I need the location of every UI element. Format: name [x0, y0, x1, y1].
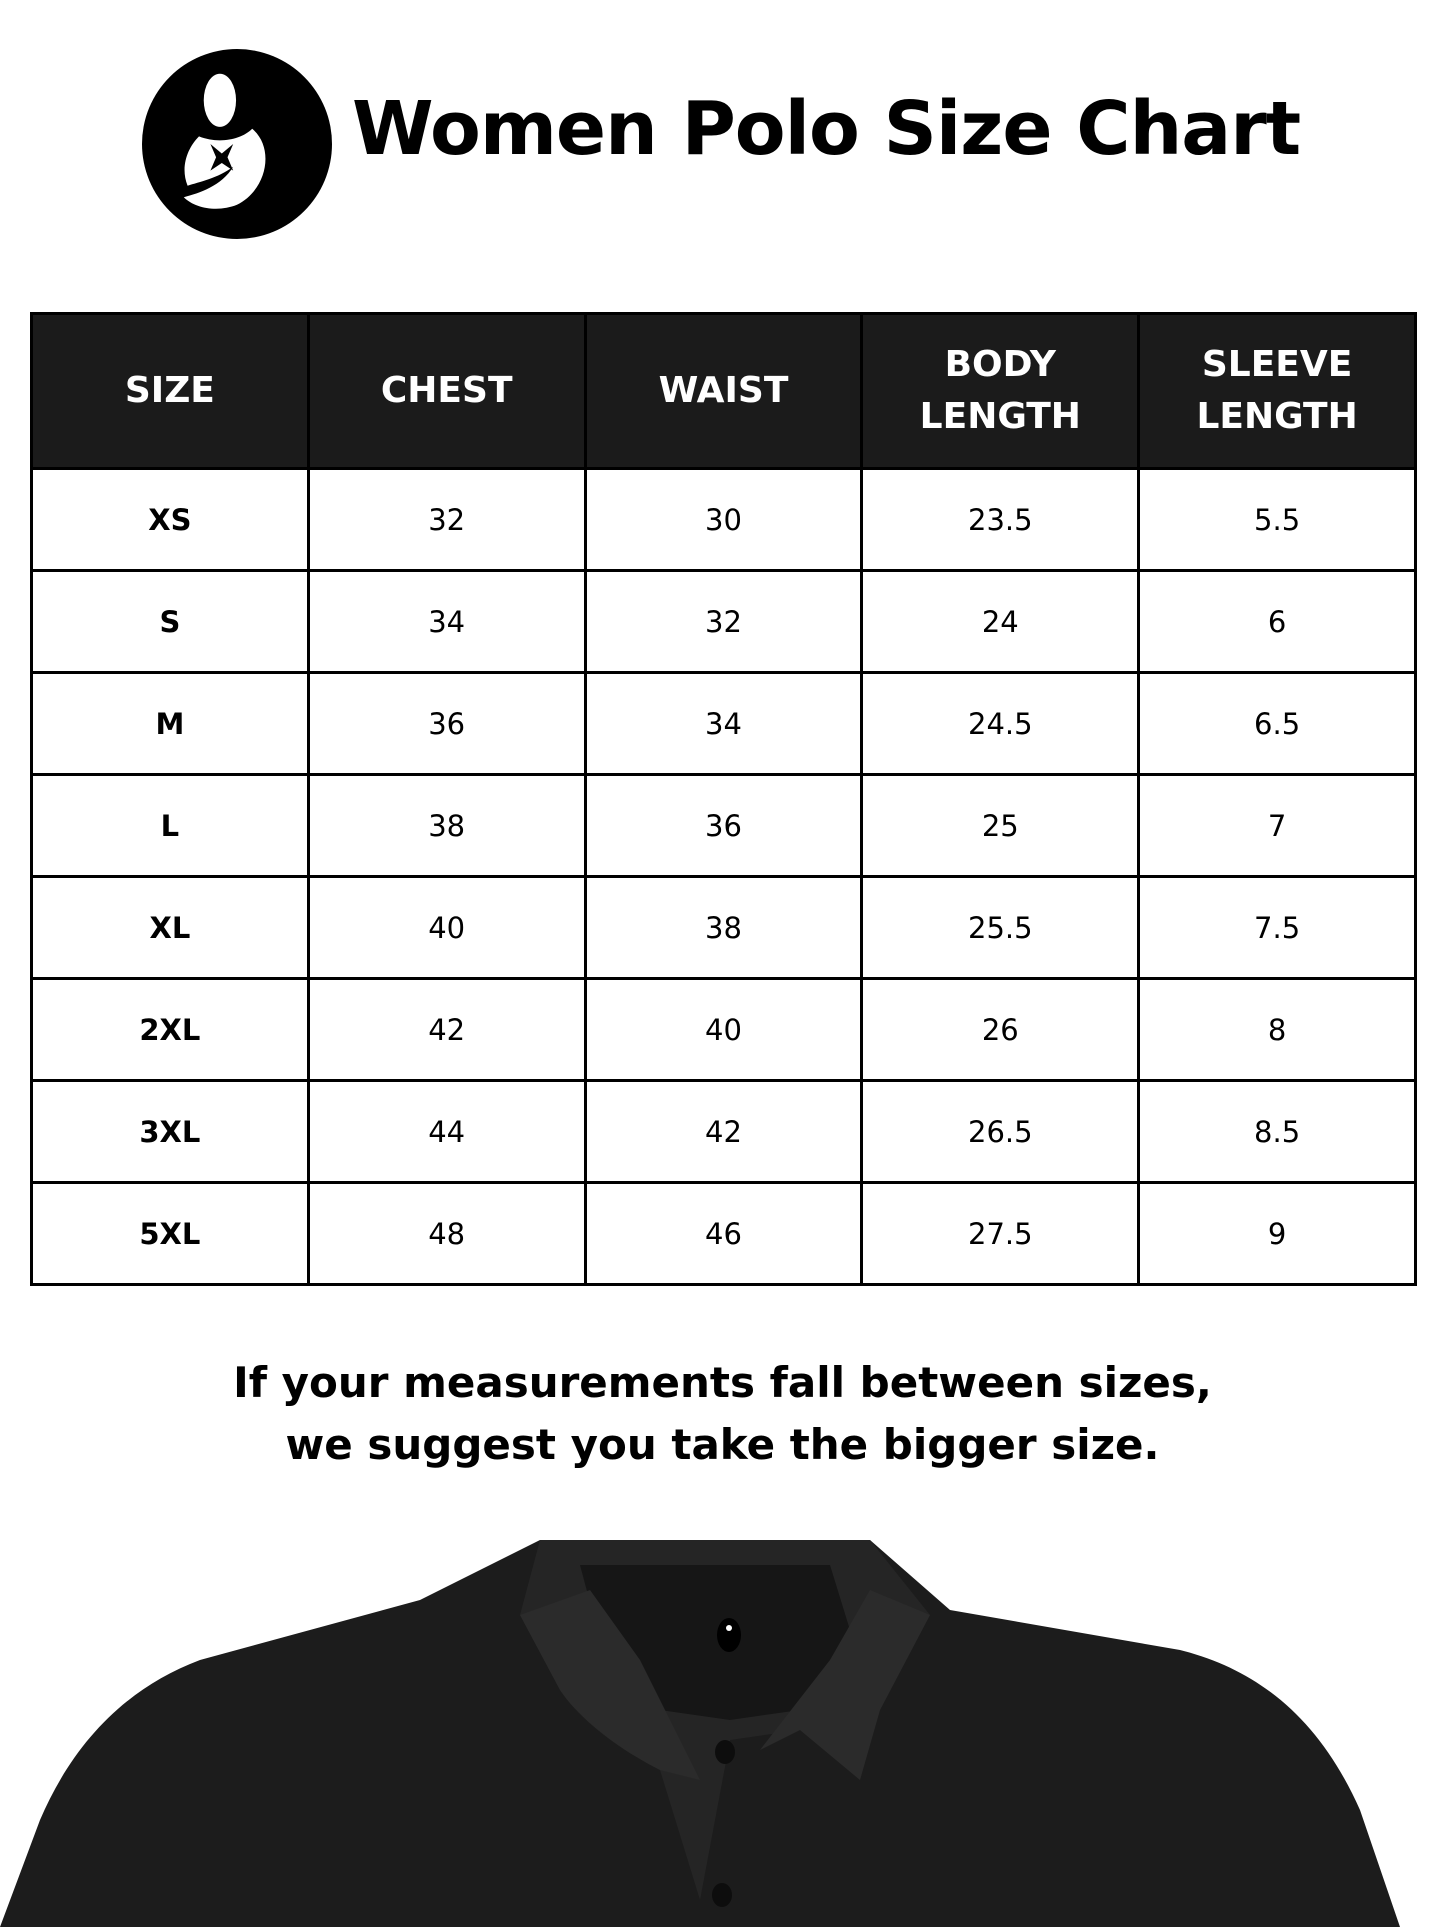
size-label-cell: 3XL [30, 1079, 310, 1184]
measurement-cell: 8 [1137, 977, 1417, 1082]
column-header-chest: CHEST [306, 312, 587, 470]
measurement-cell: 36 [306, 671, 587, 776]
measurement-cell: 24.5 [860, 671, 1141, 776]
size-label-cell: M [30, 671, 310, 776]
column-header-sleeve-length: SLEEVE LENGTH [1137, 312, 1417, 470]
measurement-cell: 42 [306, 977, 587, 1082]
measurement-cell: 25 [860, 773, 1141, 878]
polo-shirt-image [0, 1540, 1400, 1927]
column-header-size: SIZE [30, 312, 310, 470]
page-title: Women Polo Size Chart [352, 86, 1301, 172]
sizing-note: If your measurements fall between sizes,… [0, 1352, 1445, 1476]
measurement-cell: 5.5 [1137, 467, 1417, 572]
measurement-cell: 24 [860, 569, 1141, 674]
size-label-cell: XS [30, 467, 310, 572]
size-label-cell: XL [30, 875, 310, 980]
measurement-cell: 42 [583, 1079, 864, 1184]
sizing-note-line-2: we suggest you take the bigger size. [285, 1420, 1160, 1469]
measurement-cell: 7.5 [1137, 875, 1417, 980]
measurement-cell: 26.5 [860, 1079, 1141, 1184]
measurement-cell: 44 [306, 1079, 587, 1184]
table-row: XL 40 38 25.5 7.5 [30, 875, 1417, 980]
measurement-cell: 7 [1137, 773, 1417, 878]
brand-logo-icon [142, 49, 332, 239]
table-row: M 36 34 24.5 6.5 [30, 671, 1417, 776]
size-label-cell: 2XL [30, 977, 310, 1082]
measurement-cell: 38 [306, 773, 587, 878]
table-row: XS 32 30 23.5 5.5 [30, 467, 1417, 572]
measurement-cell: 34 [583, 671, 864, 776]
column-header-waist: WAIST [583, 312, 864, 470]
measurement-cell: 8.5 [1137, 1079, 1417, 1184]
measurement-cell: 40 [306, 875, 587, 980]
measurement-cell: 25.5 [860, 875, 1141, 980]
measurement-cell: 38 [583, 875, 864, 980]
measurement-cell: 32 [306, 467, 587, 572]
size-label-cell: S [30, 569, 310, 674]
measurement-cell: 32 [583, 569, 864, 674]
measurement-cell: 46 [583, 1181, 864, 1286]
measurement-cell: 34 [306, 569, 587, 674]
sizing-note-line-1: If your measurements fall between sizes, [233, 1358, 1212, 1407]
measurement-cell: 27.5 [860, 1181, 1141, 1286]
measurement-cell: 40 [583, 977, 864, 1082]
measurement-cell: 6 [1137, 569, 1417, 674]
size-label-cell: L [30, 773, 310, 878]
table-row: S 34 32 24 6 [30, 569, 1417, 674]
measurement-cell: 30 [583, 467, 864, 572]
table-row: L 38 36 25 7 [30, 773, 1417, 878]
table-row: 5XL 48 46 27.5 9 [30, 1181, 1417, 1286]
measurement-cell: 23.5 [860, 467, 1141, 572]
table-header-row: SIZE CHEST WAIST BODY LENGTH SLEEVE LENGTH [30, 312, 1417, 470]
size-label-cell: 5XL [30, 1181, 310, 1286]
measurement-cell: 9 [1137, 1181, 1417, 1286]
measurement-cell: 26 [860, 977, 1141, 1082]
measurement-cell: 36 [583, 773, 864, 878]
measurement-cell: 48 [306, 1181, 587, 1286]
size-chart-table: SIZE CHEST WAIST BODY LENGTH SLEEVE LENGTH X… [30, 312, 1417, 1286]
measurement-cell: 6.5 [1137, 671, 1417, 776]
table-row: 2XL 42 40 26 8 [30, 977, 1417, 1082]
table-row: 3XL 44 42 26.5 8.5 [30, 1079, 1417, 1184]
column-header-body-length: BODY LENGTH [860, 312, 1141, 470]
